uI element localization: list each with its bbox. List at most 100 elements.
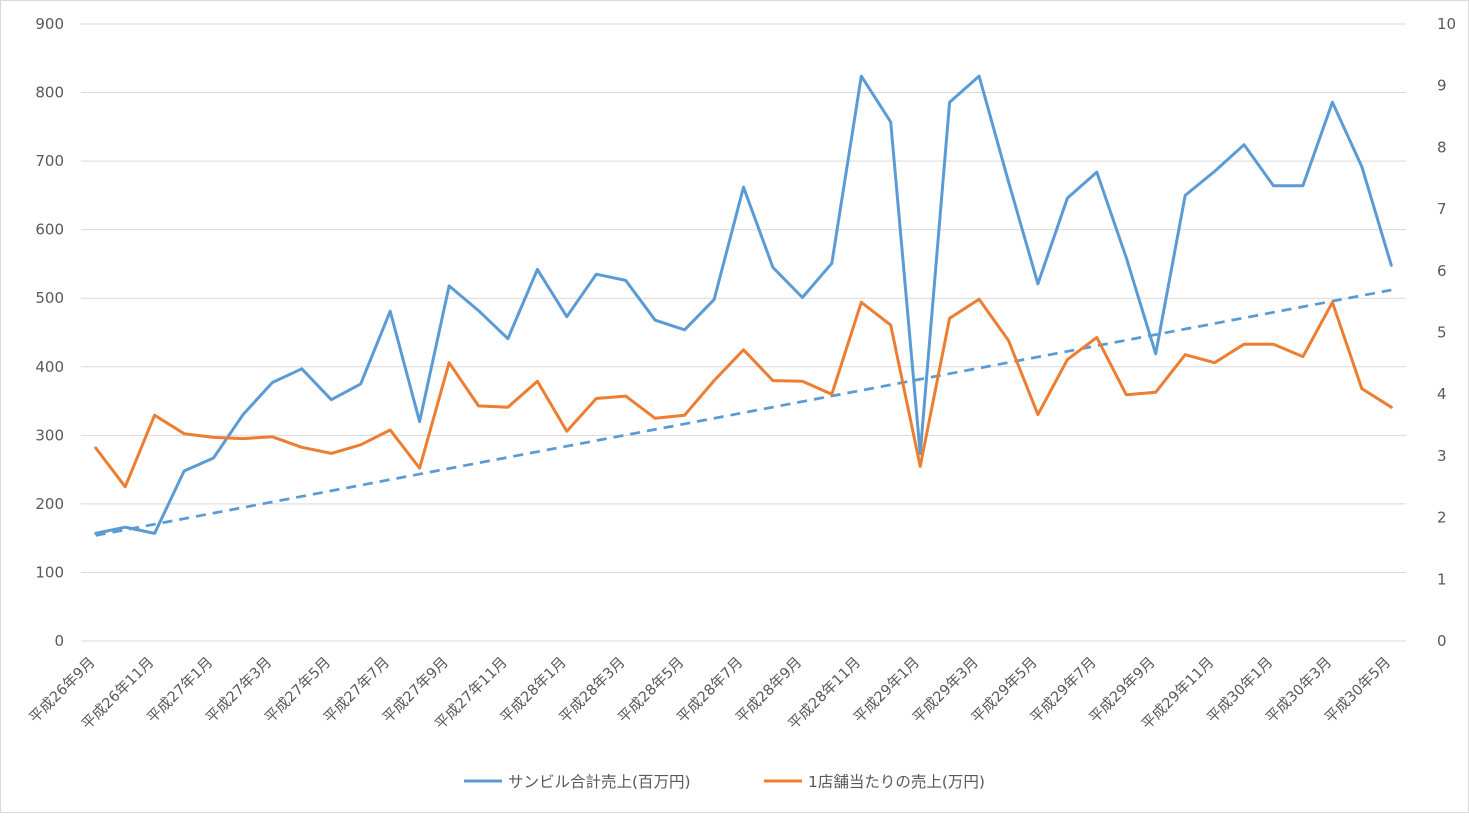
data-point — [536, 268, 539, 271]
data-point — [1360, 387, 1363, 390]
data-point — [1390, 406, 1393, 409]
y-left-tick-label: 100 — [35, 563, 64, 581]
data-point — [477, 404, 480, 407]
data-point — [359, 443, 362, 446]
data-point — [153, 414, 156, 417]
data-point — [389, 428, 392, 431]
legend-label: 1店舗当たりの売上(万円) — [808, 773, 985, 791]
data-point — [1390, 264, 1393, 267]
y-right-tick-label: 10 — [1437, 15, 1456, 33]
data-point — [771, 266, 774, 269]
data-point — [742, 186, 745, 189]
data-point — [624, 279, 627, 282]
data-point — [1125, 393, 1128, 396]
y-left-tick-label: 500 — [35, 289, 64, 307]
y-right-tick-label: 7 — [1437, 200, 1447, 218]
data-point — [1213, 170, 1216, 173]
data-point — [654, 319, 657, 322]
data-point — [771, 379, 774, 382]
y-right-tick-label: 4 — [1437, 385, 1447, 403]
data-point — [683, 328, 686, 331]
y-right-tick-label: 9 — [1437, 77, 1447, 95]
data-point — [1331, 101, 1334, 104]
y-left-tick-label: 900 — [35, 15, 64, 33]
data-point — [624, 395, 627, 398]
data-point — [183, 432, 186, 435]
data-point — [1213, 361, 1216, 364]
data-point — [1331, 301, 1334, 304]
data-point — [1066, 197, 1069, 200]
data-point — [830, 262, 833, 265]
y-left-tick-label: 300 — [35, 426, 64, 444]
data-point — [300, 367, 303, 370]
data-point — [330, 398, 333, 401]
y-right-tick-label: 1 — [1437, 570, 1447, 588]
data-point — [94, 532, 97, 535]
data-point — [1154, 352, 1157, 355]
y-right-tick-label: 6 — [1437, 262, 1447, 280]
data-point — [1007, 180, 1010, 183]
data-point — [1272, 343, 1275, 346]
trendline — [95, 288, 1392, 537]
data-point — [389, 310, 392, 313]
data-point — [830, 393, 833, 396]
data-point — [1095, 336, 1098, 339]
data-point — [683, 414, 686, 417]
data-point — [300, 446, 303, 449]
data-point — [860, 301, 863, 304]
data-point — [948, 317, 951, 320]
legend-label: サンビル合計売上(百万円) — [508, 773, 691, 791]
y-left-tick-label: 400 — [35, 358, 64, 376]
data-point — [565, 430, 568, 433]
y-left-tick-label: 0 — [54, 632, 64, 650]
data-point — [1243, 143, 1246, 146]
data-point — [212, 436, 215, 439]
data-point — [801, 380, 804, 383]
data-point — [212, 456, 215, 459]
y-left-tick-label: 600 — [35, 221, 64, 239]
data-point — [1036, 282, 1039, 285]
data-point — [919, 465, 922, 468]
data-point — [565, 315, 568, 318]
data-point — [448, 284, 451, 287]
data-point — [1360, 165, 1363, 168]
data-point — [860, 75, 863, 78]
data-point — [418, 467, 421, 470]
series-line-2 — [94, 297, 1393, 489]
y-right-tick-label: 3 — [1437, 447, 1447, 465]
data-point — [418, 420, 421, 423]
data-point — [1243, 343, 1246, 346]
data-point — [1007, 339, 1010, 342]
data-point — [713, 379, 716, 382]
data-point — [595, 397, 598, 400]
data-point — [948, 101, 951, 104]
data-point — [889, 324, 892, 327]
data-point — [183, 469, 186, 472]
y-left-tick-label: 200 — [35, 495, 64, 513]
data-point — [1095, 171, 1098, 174]
data-point — [448, 361, 451, 364]
data-point — [1301, 184, 1304, 187]
data-point — [1184, 353, 1187, 356]
y-right-tick-label: 2 — [1437, 509, 1447, 527]
data-point — [271, 381, 274, 384]
data-point — [654, 417, 657, 420]
data-point — [94, 446, 97, 449]
data-point — [1301, 355, 1304, 358]
data-point — [1184, 194, 1187, 197]
data-point — [536, 380, 539, 383]
data-point — [1036, 413, 1039, 416]
data-point — [1272, 184, 1275, 187]
data-point — [241, 413, 244, 416]
data-point — [1125, 256, 1128, 259]
data-point — [477, 309, 480, 312]
data-point — [595, 273, 598, 276]
y-left-tick-label: 700 — [35, 152, 64, 170]
data-point — [124, 526, 127, 529]
y-right-tick-label: 8 — [1437, 138, 1447, 156]
y-right-tick-label: 0 — [1437, 632, 1447, 650]
data-point — [889, 121, 892, 124]
data-point — [124, 485, 127, 488]
